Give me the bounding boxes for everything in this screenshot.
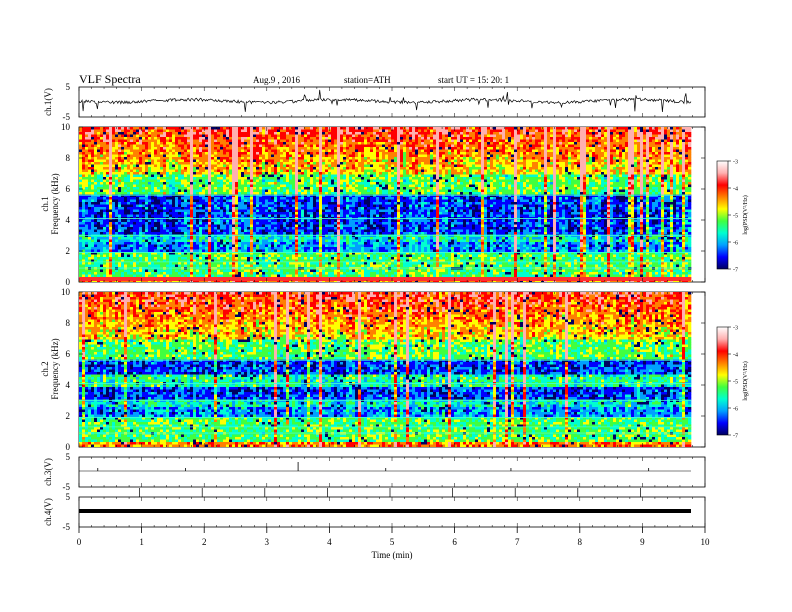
ch1-waveform [78, 89, 692, 113]
x-tick-label: 3 [265, 537, 270, 547]
y-tick-label: 6 [66, 184, 71, 194]
colorbar-label: log(PSD(V²/Hz) [742, 361, 749, 400]
colorbar-tick-label: -3 [733, 326, 738, 332]
x-tick-label: 7 [515, 537, 520, 547]
colorbar [716, 160, 729, 270]
chart-title: VLF Spectra [79, 72, 141, 86]
y-tick-label: 5 [66, 492, 71, 502]
y-tick-label: 4 [66, 380, 71, 390]
y-tick-label: 6 [66, 349, 71, 359]
ch1-wave-ylabel: ch.1(V) [43, 88, 53, 116]
colorbar-tick-label: -3 [733, 160, 738, 166]
y-tick-label: 8 [66, 153, 71, 163]
ch1-spec-ylabel: Frequency (kHz) [50, 173, 60, 234]
colorbar-tick-label: -7 [733, 268, 738, 274]
x-tick-label: 8 [578, 537, 583, 547]
colorbar-tick-label: -5 [733, 214, 738, 220]
colorbar-tick-label: -4 [733, 187, 738, 193]
colorbar-tick-label: -6 [733, 241, 738, 247]
ch1-spectrogram [79, 127, 692, 282]
y-tick-label: 5 [66, 452, 71, 462]
station-label: station=ATH [344, 75, 391, 85]
colorbars: -3 -4 -5 -6 -7 log(PSD(V²/Hz) -3 -4 -5 -6 -7 log(PS… [716, 160, 749, 440]
y-tick-label: 10 [61, 287, 71, 297]
colorbar [716, 326, 729, 436]
y-tick-label: 2 [66, 246, 71, 256]
colorbar-tick-label: -7 [733, 434, 738, 440]
y-tick-label: 4 [66, 215, 71, 225]
colorbar-tick-label: -4 [733, 353, 738, 359]
ch3-wave-ylabel: ch.3(V) [43, 458, 53, 486]
y-tick-label: -5 [63, 482, 71, 492]
ch3-waveform [79, 462, 691, 472]
x-tick-label: 9 [640, 537, 645, 547]
x-tick-label: 0 [77, 537, 82, 547]
ch1-spec-channel-label: ch.1 [40, 196, 50, 211]
x-tick-label: 4 [327, 537, 332, 547]
time-axis: 0 1 2 3 4 5 6 7 8 9 10 [77, 87, 710, 547]
x-tick-label: 1 [139, 537, 144, 547]
colorbar-label: log(PSD(V²/Hz) [742, 195, 749, 234]
x-tick-label: 2 [202, 537, 207, 547]
y-tick-label: 8 [66, 318, 71, 328]
y-tick-label: -5 [63, 522, 71, 532]
x-tick-label: 5 [390, 537, 395, 547]
y-tick-label: 5 [66, 82, 71, 92]
ch2-spectrogram [79, 292, 692, 447]
y-tick-label: 2 [66, 411, 71, 421]
ch4-waveform [79, 488, 691, 513]
x-axis-label: Time (min) [372, 550, 413, 560]
date-label: Aug.9 , 2016 [253, 75, 300, 85]
ch2-spec-ylabel: Frequency (kHz) [50, 338, 60, 399]
y-tick-label: -5 [63, 112, 71, 122]
start-time-label: start UT = 15: 20: 1 [438, 75, 509, 85]
ch4-wave-ylabel: ch.4(V) [43, 498, 53, 526]
colorbar-tick-label: -6 [733, 407, 738, 413]
y-tick-label: 0 [66, 277, 71, 287]
ch3-wave-frame [78, 456, 706, 488]
colorbar-tick-label: -5 [733, 380, 738, 386]
y-tick-label: 10 [61, 122, 71, 132]
x-tick-label: 6 [452, 537, 457, 547]
x-tick-label: 10 [701, 537, 711, 547]
y-tick-label: 0 [66, 442, 71, 452]
ch2-spec-channel-label: ch.2 [40, 361, 50, 376]
